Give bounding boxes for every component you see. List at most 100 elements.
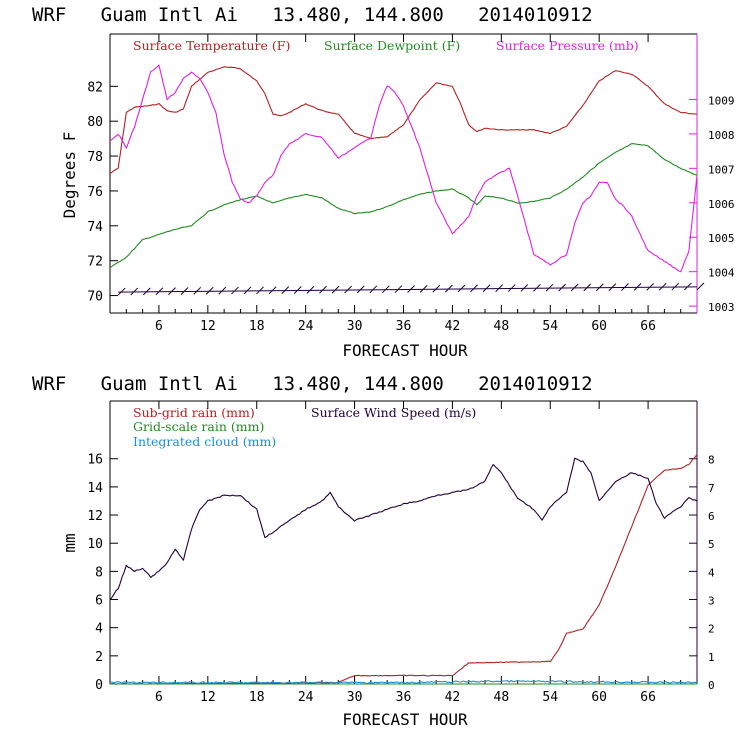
y2-tick-label: 2 xyxy=(708,623,715,636)
y2-tick-label: 1009 xyxy=(708,94,735,107)
wind-barb xyxy=(507,284,516,292)
wind-barbs xyxy=(117,282,705,296)
wind-barb xyxy=(218,286,227,295)
wind-barb xyxy=(205,286,214,295)
y-tick-label: 72 xyxy=(87,255,103,270)
wind-barb xyxy=(432,284,441,293)
y2-tick-label: 0 xyxy=(708,679,715,692)
y-tick-label: 76 xyxy=(87,185,103,200)
x-tick-label: 48 xyxy=(494,319,510,334)
x-tick-label: 18 xyxy=(249,690,265,705)
wind-barb xyxy=(382,285,390,294)
series-line-surface-wind-speed xyxy=(109,457,698,601)
y-tick-label: 6 xyxy=(95,594,103,609)
x-tick-label: 6 xyxy=(155,690,163,705)
wind-barb xyxy=(356,285,365,294)
series-line-surface-pressure xyxy=(109,64,698,273)
wind-barb xyxy=(130,287,139,296)
wind-barb xyxy=(155,287,164,296)
x-tick-label: 54 xyxy=(542,690,558,705)
y2-tick-label: 1008 xyxy=(708,129,735,142)
x-tick-label: 12 xyxy=(200,319,216,334)
wind-barb xyxy=(369,285,378,294)
wind-barb xyxy=(193,287,202,295)
x-tick-label: 60 xyxy=(591,319,607,334)
wind-barb xyxy=(243,286,252,295)
x-tick-label: 36 xyxy=(396,319,412,334)
x-tick-label: 66 xyxy=(640,319,656,334)
legend-integrated-cloud: Integrated cloud (mm) xyxy=(133,434,276,449)
y-tick-label: 80 xyxy=(87,115,103,130)
legend-bottom: Sub-grid rain (mm) Grid-scale rain (mm) … xyxy=(133,405,476,449)
series-line-sub-grid-rain xyxy=(109,454,698,685)
y-tick-label: 82 xyxy=(87,80,103,95)
wind-barb xyxy=(533,283,541,292)
series-line-surface-temperature xyxy=(109,66,698,174)
x-tick-label: 60 xyxy=(591,690,607,705)
wind-barb xyxy=(545,283,554,292)
y-tick-label: 78 xyxy=(87,150,103,165)
wind-barb xyxy=(482,284,491,293)
wind-barb xyxy=(394,285,403,293)
legend-grid-scale-rain: Grid-scale rain (mm) xyxy=(133,419,264,434)
wind-barb xyxy=(520,284,529,292)
wind-barb xyxy=(293,286,302,294)
y2-tick-label: 5 xyxy=(708,538,715,551)
x-axis-label-top: FORECAST HOUR xyxy=(342,341,468,360)
wind-barb xyxy=(407,285,415,293)
wind-barb xyxy=(495,284,504,293)
y2-tick-label: 4 xyxy=(708,566,715,579)
wind-barb xyxy=(444,284,453,293)
y2-tick-label: 1005 xyxy=(708,232,735,245)
wind-barb xyxy=(671,282,680,291)
wind-barb xyxy=(231,286,239,295)
wind-barb xyxy=(696,282,705,291)
wind-barb xyxy=(608,283,617,291)
precipitation-panel: WRF Guam Intl Ai 13.480, 144.800 2014010… xyxy=(32,373,715,729)
x-tick-label: 12 xyxy=(200,690,216,705)
y-tick-label: 14 xyxy=(87,481,103,496)
legend-surface-dewpoint: Surface Dewpoint (F) xyxy=(324,38,460,53)
x-tick-label: 66 xyxy=(640,690,656,705)
y2-tick-label: 1004 xyxy=(708,267,735,280)
y-tick-label: 4 xyxy=(95,622,103,637)
chart-title-top: WRF Guam Intl Ai 13.480, 144.800 2014010… xyxy=(32,4,593,26)
wind-barb xyxy=(621,283,629,291)
y-tick-label: 8 xyxy=(95,565,103,580)
temperature-panel: WRF Guam Intl Ai 13.480, 144.800 2014010… xyxy=(32,4,735,360)
wind-barb xyxy=(583,283,592,292)
y2-tick-label: 7 xyxy=(708,482,715,495)
y-tick-label: 10 xyxy=(87,537,103,552)
y2-tick-label: 6 xyxy=(708,510,715,523)
wind-barb xyxy=(344,285,353,294)
wind-barb xyxy=(306,286,315,294)
wind-barb xyxy=(684,282,692,291)
y-tick-label: 0 xyxy=(95,678,103,693)
y-axis-label-bottom: mm xyxy=(60,533,79,552)
x-tick-label: 30 xyxy=(347,319,363,334)
y2-tick-label: 3 xyxy=(708,595,715,608)
wind-barb xyxy=(117,287,126,296)
x-tick-label: 42 xyxy=(445,319,461,334)
legend-surface-pressure: Surface Pressure (mb) xyxy=(496,38,639,53)
y2-tick-label: 1003 xyxy=(708,301,735,314)
wind-barb xyxy=(419,284,428,293)
x-tick-label: 30 xyxy=(347,690,363,705)
x-tick-label: 18 xyxy=(249,319,265,334)
x-tick-label: 42 xyxy=(445,690,461,705)
wind-barb xyxy=(570,283,579,292)
wind-barb xyxy=(256,286,264,295)
y-axis-label-top: Degrees F xyxy=(60,132,79,219)
y-tick-label: 12 xyxy=(87,509,103,524)
legend-surface-wind-speed: Surface Wind Speed (m/s) xyxy=(311,405,476,420)
y2-tick-label: 1 xyxy=(708,651,715,664)
x-tick-label: 24 xyxy=(298,690,314,705)
x-axis-label-bottom: FORECAST HOUR xyxy=(342,710,468,729)
y-tick-label: 74 xyxy=(87,220,103,235)
wind-barb xyxy=(558,283,566,292)
wind-barb xyxy=(168,287,176,295)
wind-barb xyxy=(633,283,642,291)
wind-barb xyxy=(646,282,655,291)
wind-barb xyxy=(281,286,290,294)
